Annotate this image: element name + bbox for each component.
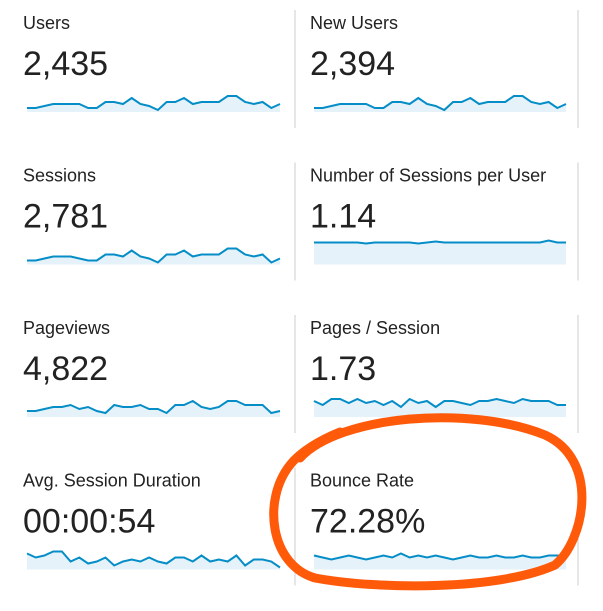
sparkline-area	[314, 399, 566, 417]
sparkline	[314, 95, 567, 112]
metric-label: Pages / Session	[310, 318, 440, 338]
metric-value: 4,822	[23, 350, 108, 388]
metric-value: 00:00:54	[23, 503, 155, 541]
annotation-circle	[269, 413, 587, 591]
sparkline	[313, 552, 566, 561]
sparkline	[27, 399, 281, 415]
sparkline	[26, 550, 281, 569]
metric-value: 1.14	[310, 198, 376, 236]
sparkline	[27, 247, 281, 264]
sparkline	[27, 95, 281, 112]
metric-label: Users	[23, 13, 70, 33]
sparkline	[313, 397, 566, 409]
metric-value: 2,435	[23, 45, 108, 83]
sparkline-area	[314, 240, 566, 265]
metric-label: Bounce Rate	[310, 471, 414, 491]
metric-value: 72.28%	[310, 503, 425, 541]
metric-label: Number of Sessions per User	[310, 166, 546, 186]
metric-label: Sessions	[23, 166, 96, 186]
metric-label: Avg. Session Duration	[23, 471, 201, 491]
metric-value: 2,781	[23, 198, 108, 236]
metric-value: 1.73	[310, 350, 376, 388]
metric-value: 2,394	[310, 45, 395, 83]
sparkline	[314, 239, 566, 245]
metric-label: New Users	[310, 13, 398, 33]
metric-label: Pageviews	[23, 318, 110, 338]
